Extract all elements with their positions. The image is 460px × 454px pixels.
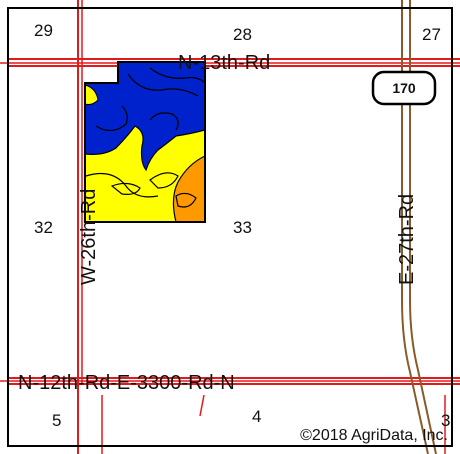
section-label-32: 32 [34,218,53,237]
field-boundary [84,61,206,223]
section-label-33: 33 [233,218,252,237]
highway-shield: 170 [371,70,437,106]
section-label-4: 4 [252,407,261,426]
road-label-north: N-13th-Rd [178,52,270,74]
soil-contours [85,67,205,208]
map-frame [7,7,453,447]
road-lines [8,0,460,454]
soil-zone-orange [172,155,205,222]
section-label-3: 3 [441,411,450,430]
field-parcel [84,61,206,223]
road-label-south: N-12th-Rd-E-3300-Rd-N [18,372,235,394]
road-label-west: W-26th-Rd [78,189,100,285]
highway-shield-number: 170 [392,80,416,96]
section-label-5: 5 [52,411,61,430]
section-label-28: 28 [233,25,252,44]
soil-zone-yellow-west [85,84,99,105]
section-label-27: 27 [422,25,441,44]
road-label-east: E-27th-Rd [396,194,418,285]
section-label-29: 29 [34,21,53,40]
copyright-text: ©2018 AgriData, Inc. [300,427,448,444]
highway-170-line [401,0,437,454]
